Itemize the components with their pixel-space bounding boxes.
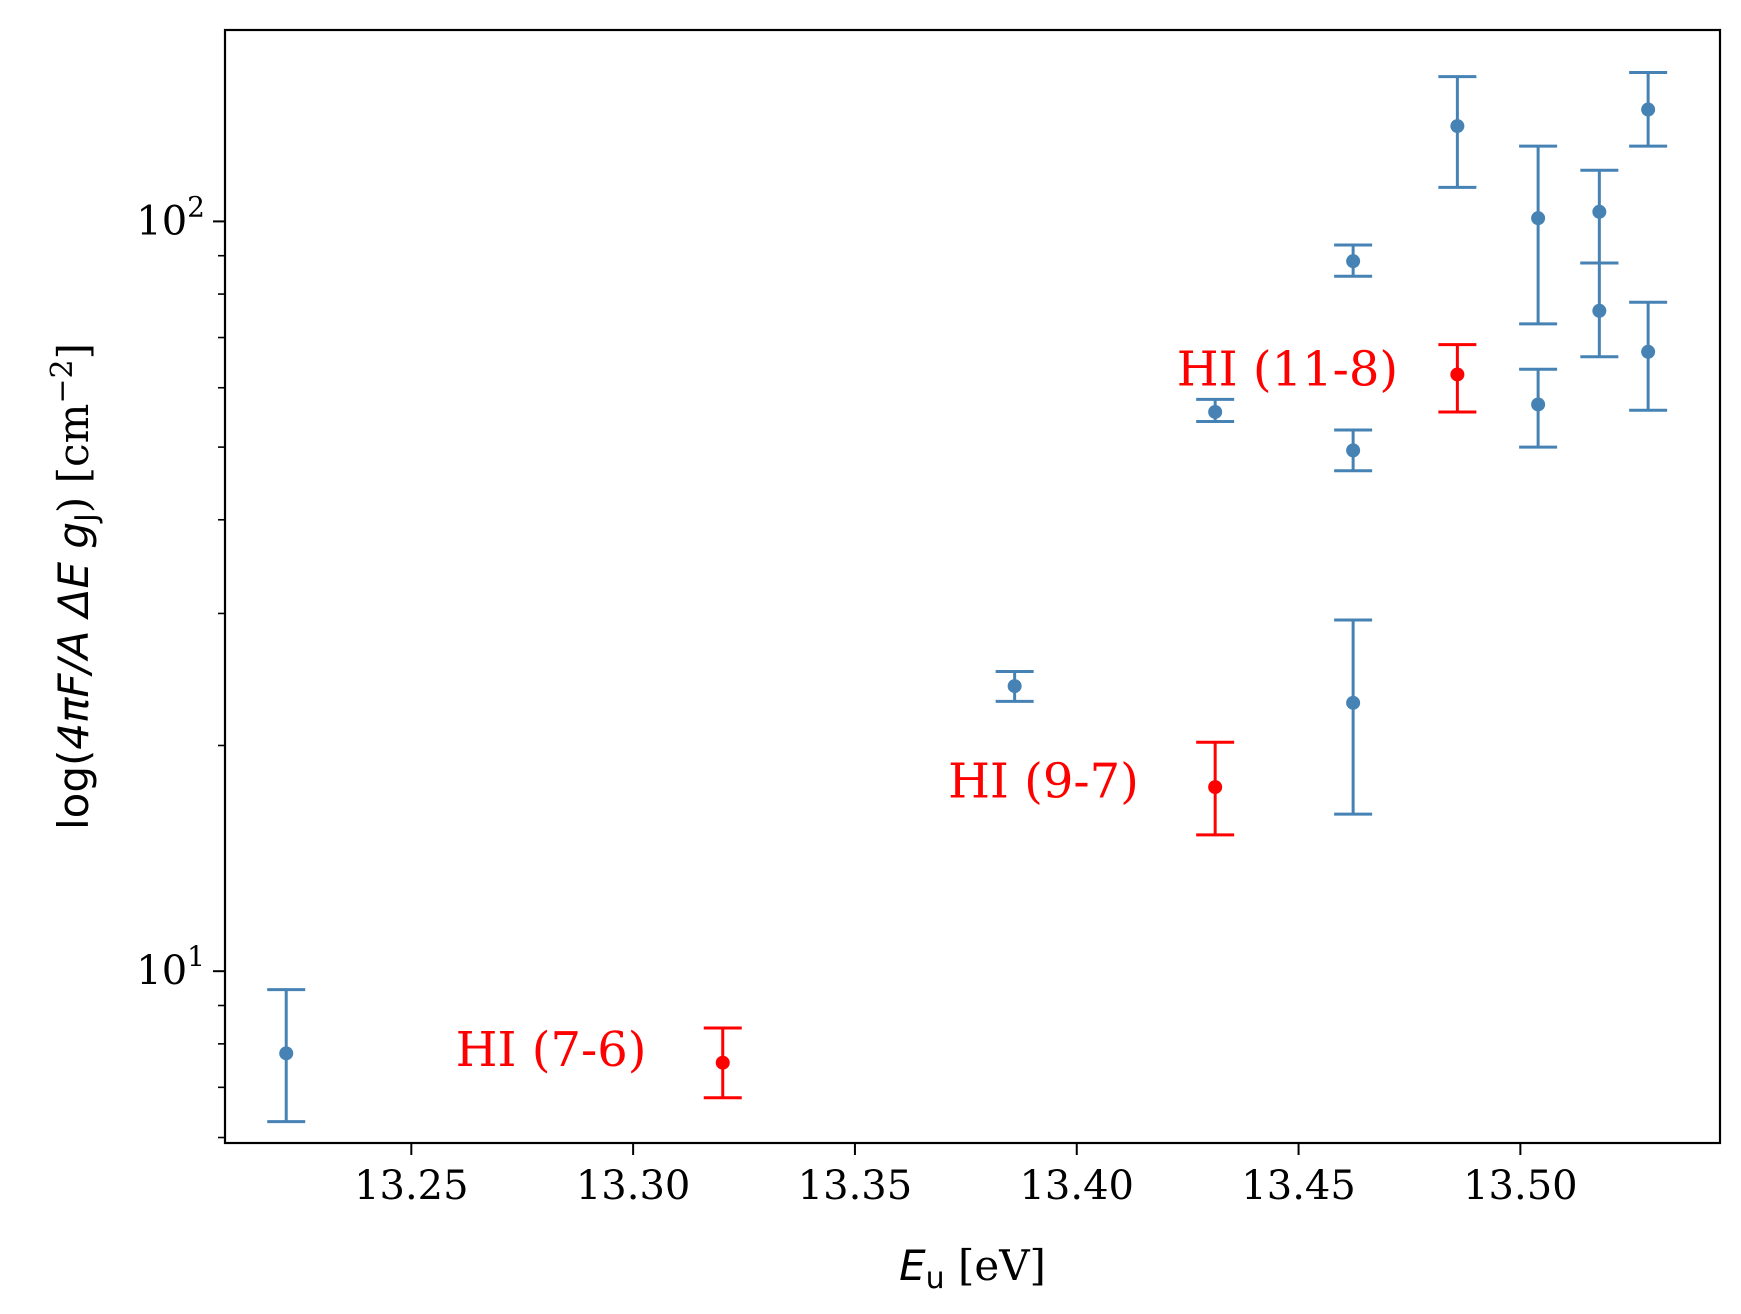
data-point bbox=[1450, 119, 1465, 134]
data-point bbox=[1531, 397, 1546, 412]
y-axis-label-subscript: J bbox=[69, 513, 104, 524]
x-tick-label: 13.50 bbox=[1463, 1163, 1578, 1209]
y-axis-label-prefix: log( bbox=[49, 750, 98, 830]
data-point bbox=[1450, 367, 1465, 382]
annotation-label: HI (9-7) bbox=[948, 754, 1139, 810]
data-point bbox=[715, 1055, 730, 1070]
data-point bbox=[279, 1046, 294, 1061]
y-axis-label: log(4πF/A ΔE gJ) [cm−2] bbox=[45, 343, 104, 830]
y-axis: 101 102 bbox=[136, 190, 225, 1139]
x-tick-label: 13.40 bbox=[1019, 1163, 1134, 1209]
data-point bbox=[1208, 780, 1223, 795]
data-point bbox=[1641, 102, 1656, 117]
y-axis-label-formula: 4πF/A ΔE g bbox=[49, 522, 98, 750]
x-axis-label-symbol: E bbox=[899, 1241, 926, 1290]
data-point bbox=[1346, 443, 1361, 458]
data-point bbox=[1592, 204, 1607, 219]
point-layer bbox=[279, 102, 1656, 1070]
y-axis-label-suffix: ) [cm bbox=[49, 404, 98, 513]
annotation-layer: HI (7-6) HI (9-7) HI (11-8) bbox=[456, 341, 1399, 1078]
x-axis-label-subscript: u bbox=[926, 1261, 945, 1296]
errorbar-layer bbox=[267, 70, 1668, 1124]
annotation-label: HI (7-6) bbox=[456, 1022, 647, 1078]
annotation-label: HI (11-8) bbox=[1177, 341, 1398, 397]
x-tick-label: 13.35 bbox=[798, 1163, 913, 1209]
data-point bbox=[1346, 695, 1361, 710]
x-axis: 13.25 13.30 13.35 13.40 13.45 13.50 bbox=[354, 1143, 1578, 1209]
data-point bbox=[1531, 211, 1546, 226]
data-point bbox=[1641, 344, 1656, 359]
y-axis-label-exponent: −2 bbox=[45, 359, 80, 403]
y-tick-label: 101 bbox=[136, 940, 205, 994]
y-axis-label-close: ] bbox=[49, 343, 98, 359]
data-point bbox=[1208, 404, 1223, 419]
x-axis-label-unit: [eV] bbox=[945, 1241, 1046, 1290]
x-axis-label: Eu [eV] bbox=[899, 1241, 1046, 1296]
plot-frame bbox=[223, 28, 1722, 1145]
data-point bbox=[1346, 254, 1361, 269]
x-tick-label: 13.45 bbox=[1241, 1163, 1356, 1209]
data-point bbox=[1007, 679, 1022, 694]
data-point bbox=[1592, 303, 1607, 318]
x-tick-label: 13.30 bbox=[576, 1163, 691, 1209]
y-tick-label: 102 bbox=[136, 190, 205, 244]
x-tick-label: 13.25 bbox=[354, 1163, 469, 1209]
